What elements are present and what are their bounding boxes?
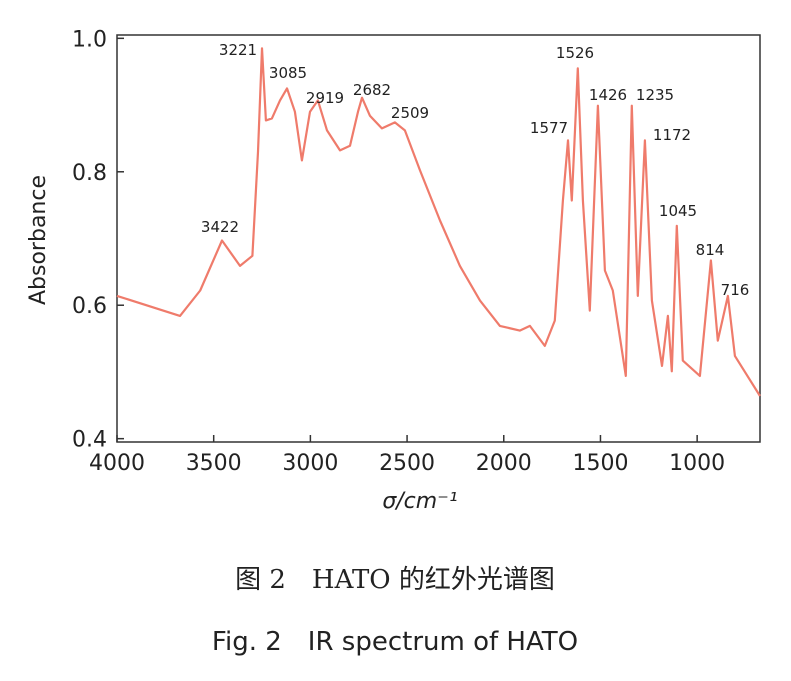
peak-label: 2919 xyxy=(306,89,344,107)
x-tick-label: 2500 xyxy=(379,451,435,476)
caption: Fig. 2 IR spectrum of HATO xyxy=(212,627,578,657)
peak-label: 1526 xyxy=(556,44,594,62)
x-tick-label: 1500 xyxy=(572,451,628,476)
peak-label: 2509 xyxy=(391,104,429,122)
y-tick-label: 0.4 xyxy=(72,428,107,453)
x-axis-label: σ/cm⁻¹ xyxy=(382,489,457,514)
x-tick-label: 3500 xyxy=(186,451,242,476)
x-tick-label: 4000 xyxy=(89,451,145,476)
y-tick-label: 1.0 xyxy=(72,27,107,52)
peak-label: 3422 xyxy=(201,218,239,236)
y-tick-label: 0.6 xyxy=(72,294,107,319)
plot-frame xyxy=(116,34,761,443)
peak-label: 1045 xyxy=(659,202,697,220)
peak-label: 1426 xyxy=(589,86,627,104)
peak-label: 716 xyxy=(721,281,750,299)
peak-label: 2682 xyxy=(353,81,391,99)
y-axis-label: Absorbance xyxy=(26,175,51,305)
caption: 图 2 HATO 的红外光谱图 xyxy=(235,565,555,595)
x-tick-label: 1000 xyxy=(669,451,725,476)
peak-label: 1172 xyxy=(653,126,691,144)
y-tick-label: 0.8 xyxy=(72,161,107,186)
x-tick-label: 2000 xyxy=(476,451,532,476)
peak-label: 3085 xyxy=(269,64,307,82)
peak-label: 1235 xyxy=(636,86,674,104)
x-tick-label: 3000 xyxy=(282,451,338,476)
peak-label: 814 xyxy=(696,241,725,259)
peak-label: 3221 xyxy=(219,41,257,59)
peak-label: 1577 xyxy=(530,119,568,137)
spectrum-line xyxy=(116,47,761,397)
